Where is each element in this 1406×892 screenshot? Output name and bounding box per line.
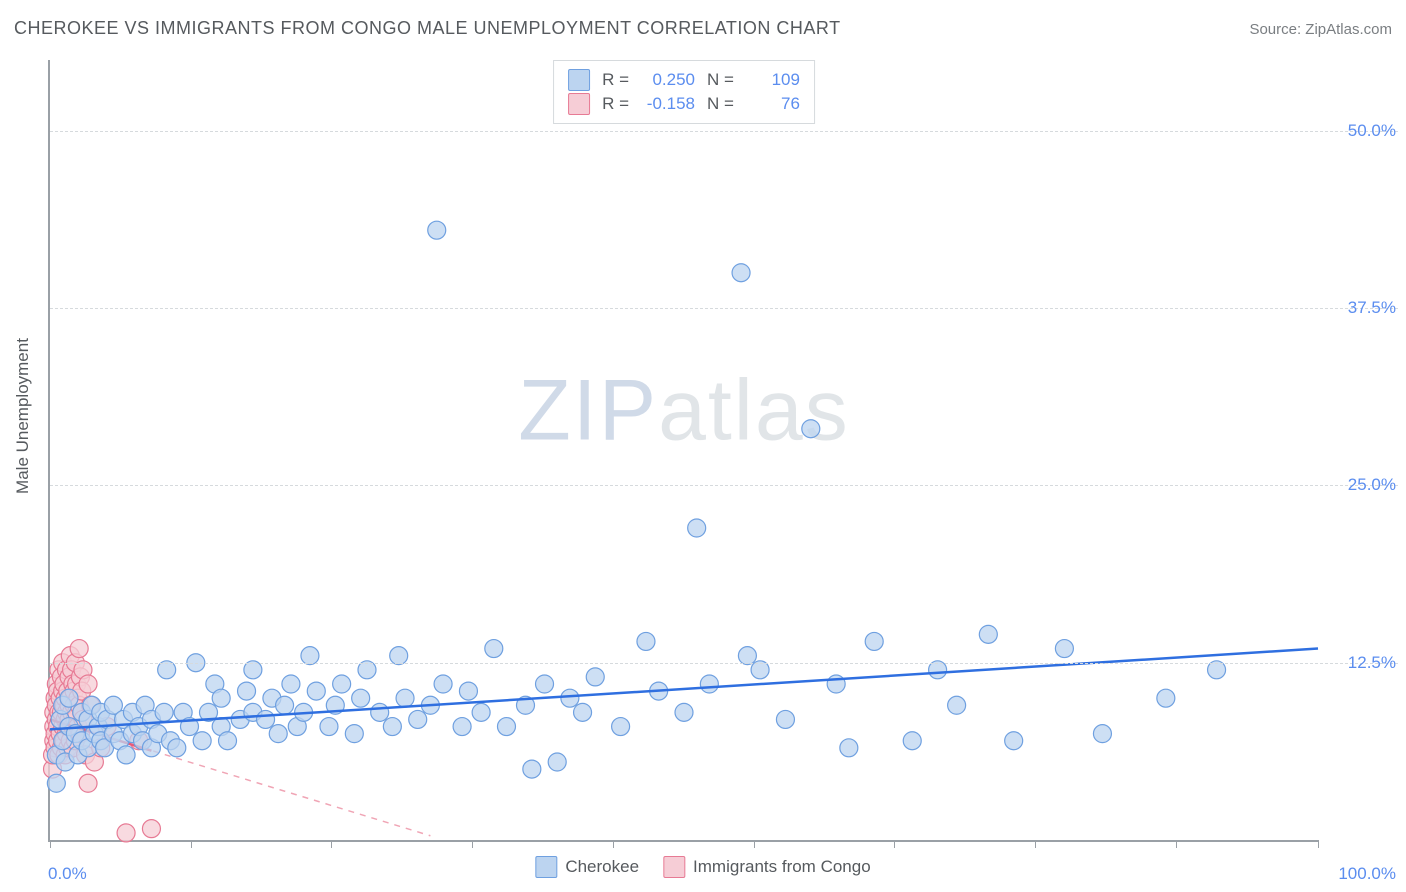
legend-n-label: N = bbox=[707, 94, 734, 114]
data-point bbox=[320, 718, 338, 736]
legend-r-congo: -0.158 bbox=[637, 94, 695, 114]
data-point bbox=[561, 689, 579, 707]
data-point bbox=[257, 710, 275, 728]
data-point bbox=[219, 732, 237, 750]
data-point bbox=[840, 739, 858, 757]
gridline-h bbox=[50, 308, 1398, 309]
plot-area: ZIPatlas R = 0.250 N = 109 R = -0.158 N … bbox=[48, 60, 1318, 842]
data-point bbox=[238, 682, 256, 700]
data-point bbox=[485, 640, 503, 658]
y-tick-label: 37.5% bbox=[1348, 298, 1396, 318]
correlation-legend: R = 0.250 N = 109 R = -0.158 N = 76 bbox=[553, 60, 815, 124]
chart-title: CHEROKEE VS IMMIGRANTS FROM CONGO MALE U… bbox=[14, 18, 841, 39]
data-point bbox=[1093, 725, 1111, 743]
x-tick bbox=[1318, 840, 1319, 848]
x-tick bbox=[472, 840, 473, 848]
x-tick bbox=[191, 840, 192, 848]
x-tick bbox=[1176, 840, 1177, 848]
y-tick-label: 50.0% bbox=[1348, 121, 1396, 141]
data-point bbox=[117, 824, 135, 842]
data-point bbox=[574, 703, 592, 721]
data-point bbox=[637, 632, 655, 650]
legend-row-congo: R = -0.158 N = 76 bbox=[568, 93, 800, 115]
x-axis-labels: 0.0% 100.0% bbox=[48, 854, 1396, 884]
legend-n-congo: 76 bbox=[742, 94, 800, 114]
data-point bbox=[688, 519, 706, 537]
legend-row-cherokee: R = 0.250 N = 109 bbox=[568, 69, 800, 91]
data-point bbox=[434, 675, 452, 693]
x-tick bbox=[613, 840, 614, 848]
data-point bbox=[70, 640, 88, 658]
data-point bbox=[345, 725, 363, 743]
gridline-h bbox=[50, 663, 1398, 664]
data-point bbox=[168, 739, 186, 757]
data-point bbox=[865, 632, 883, 650]
x-tick bbox=[754, 840, 755, 848]
data-point bbox=[396, 689, 414, 707]
data-point bbox=[948, 696, 966, 714]
data-point bbox=[453, 718, 471, 736]
data-point bbox=[612, 718, 630, 736]
data-point bbox=[700, 675, 718, 693]
data-point bbox=[117, 746, 135, 764]
y-tick-label: 25.0% bbox=[1348, 475, 1396, 495]
data-point bbox=[409, 710, 427, 728]
data-point bbox=[212, 689, 230, 707]
data-point bbox=[142, 820, 160, 838]
legend-swatch-congo bbox=[568, 93, 590, 115]
data-point bbox=[472, 703, 490, 721]
data-point bbox=[79, 774, 97, 792]
legend-n-label: N = bbox=[707, 70, 734, 90]
data-point bbox=[1055, 640, 1073, 658]
x-axis-max-label: 100.0% bbox=[1338, 864, 1396, 884]
data-point bbox=[732, 264, 750, 282]
data-point bbox=[776, 710, 794, 728]
data-point bbox=[269, 725, 287, 743]
x-tick bbox=[331, 840, 332, 848]
gridline-h bbox=[50, 131, 1398, 132]
y-tick-label: 12.5% bbox=[1348, 653, 1396, 673]
data-point bbox=[428, 221, 446, 239]
legend-swatch-cherokee bbox=[568, 69, 590, 91]
data-point bbox=[383, 718, 401, 736]
data-point bbox=[79, 675, 97, 693]
data-point bbox=[675, 703, 693, 721]
data-point bbox=[979, 625, 997, 643]
data-point bbox=[352, 689, 370, 707]
data-point bbox=[1157, 689, 1175, 707]
data-point bbox=[307, 682, 325, 700]
data-point bbox=[155, 703, 173, 721]
x-tick bbox=[894, 840, 895, 848]
data-point bbox=[193, 732, 211, 750]
data-point bbox=[333, 675, 351, 693]
x-tick bbox=[50, 840, 51, 848]
data-point bbox=[60, 689, 78, 707]
data-point bbox=[523, 760, 541, 778]
data-point bbox=[459, 682, 477, 700]
y-axis-label-wrap: Male Unemployment bbox=[8, 0, 38, 832]
data-point bbox=[903, 732, 921, 750]
data-point bbox=[802, 420, 820, 438]
legend-n-cherokee: 109 bbox=[742, 70, 800, 90]
data-point bbox=[47, 774, 65, 792]
y-axis-label: Male Unemployment bbox=[13, 338, 33, 494]
data-point bbox=[586, 668, 604, 686]
data-point bbox=[1005, 732, 1023, 750]
data-point bbox=[276, 696, 294, 714]
chart-header: CHEROKEE VS IMMIGRANTS FROM CONGO MALE U… bbox=[14, 18, 1392, 39]
legend-r-label: R = bbox=[602, 70, 629, 90]
data-point bbox=[497, 718, 515, 736]
data-point bbox=[282, 675, 300, 693]
legend-r-label: R = bbox=[602, 94, 629, 114]
gridline-h bbox=[50, 485, 1398, 486]
data-point bbox=[548, 753, 566, 771]
data-point bbox=[371, 703, 389, 721]
legend-r-cherokee: 0.250 bbox=[637, 70, 695, 90]
x-tick bbox=[1035, 840, 1036, 848]
chart-source: Source: ZipAtlas.com bbox=[1249, 21, 1392, 38]
scatter-svg bbox=[50, 60, 1318, 840]
data-point bbox=[536, 675, 554, 693]
x-axis-min-label: 0.0% bbox=[48, 864, 87, 884]
